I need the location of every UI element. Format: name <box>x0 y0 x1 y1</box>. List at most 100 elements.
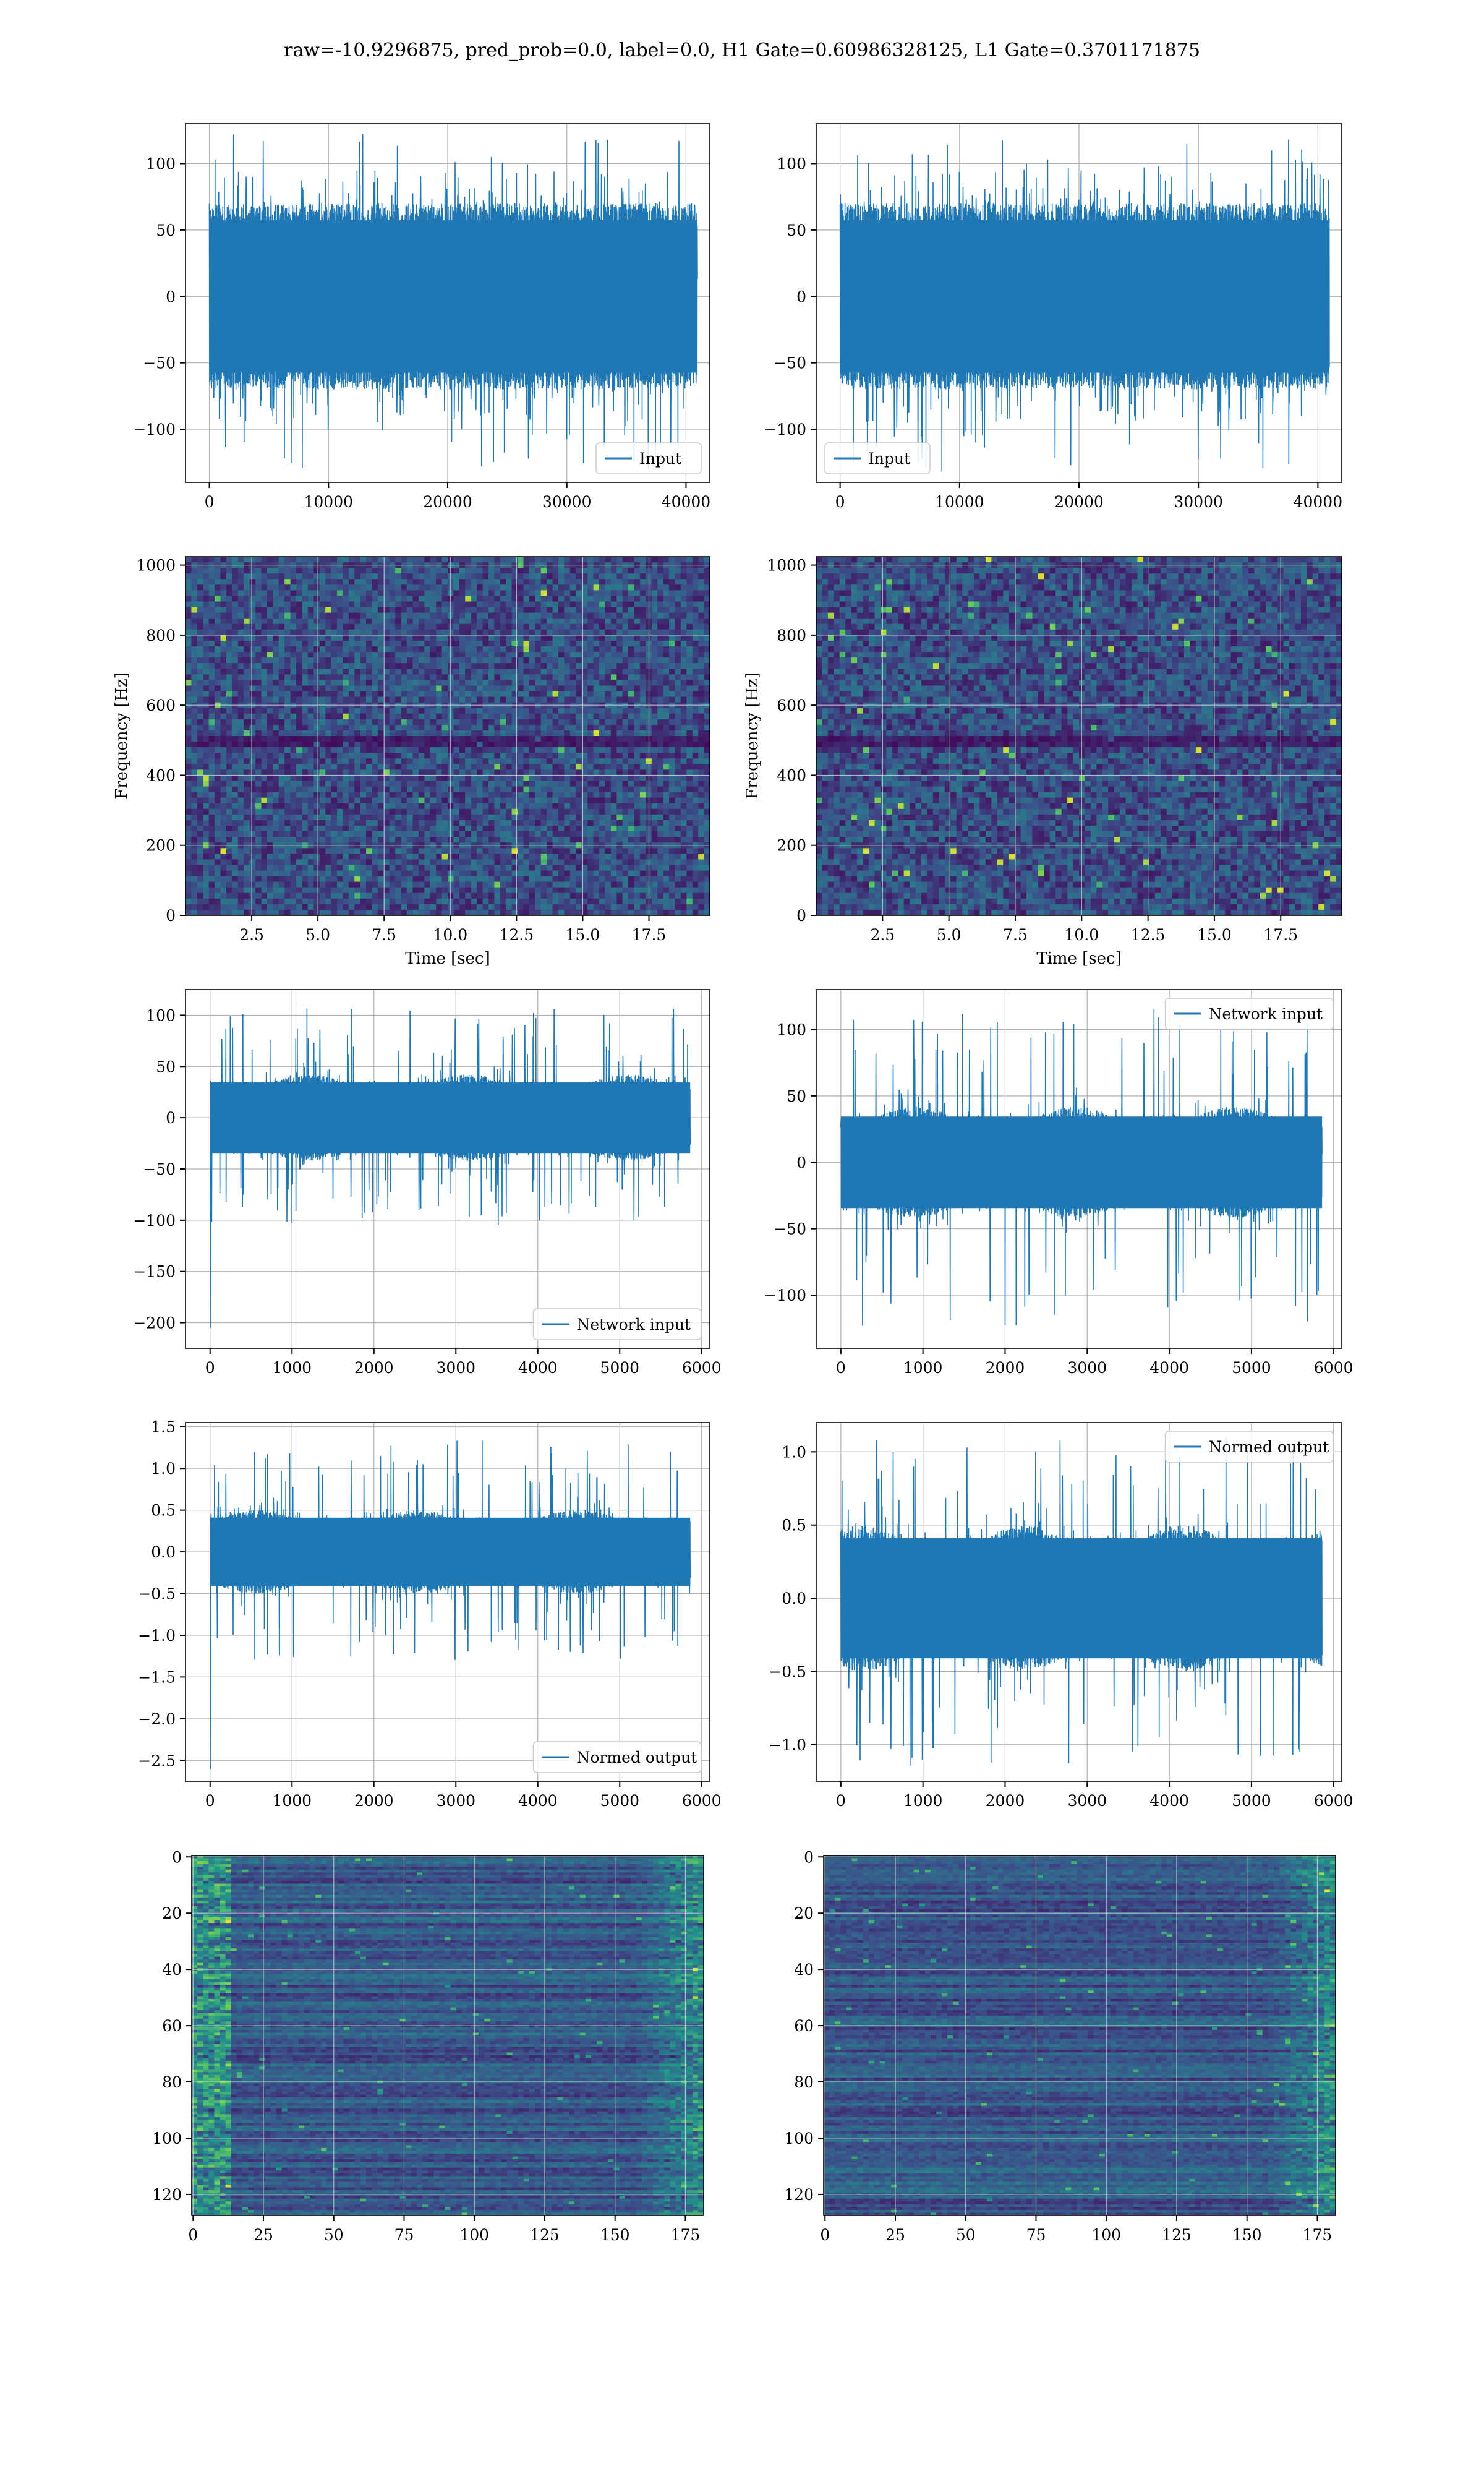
heatmap-cell <box>343 579 349 585</box>
heatmap-cell <box>511 607 518 614</box>
heatmap-cell <box>680 646 687 653</box>
heatmap-cell <box>639 747 646 753</box>
heatmap-cell <box>518 618 524 625</box>
heatmap-cell <box>511 775 518 782</box>
heatmap-cell <box>336 775 343 782</box>
heatmap-cell <box>686 618 693 625</box>
heatmap-cell <box>267 708 273 714</box>
heatmap-cell <box>564 753 571 759</box>
heatmap-cell <box>273 719 279 726</box>
heatmap-cell <box>605 814 612 821</box>
heatmap-cell <box>441 854 448 860</box>
heatmap-cell <box>564 758 571 764</box>
heatmap-cell <box>343 623 349 630</box>
heatmap-cell <box>482 831 489 837</box>
heatmap-cell <box>453 584 460 591</box>
heatmap-cell <box>500 691 506 698</box>
heatmap-cell <box>296 837 303 843</box>
heatmap-cell <box>302 753 309 759</box>
heatmap-cell <box>383 859 390 866</box>
heatmap-cell <box>360 820 367 826</box>
heatmap-cell <box>226 612 232 619</box>
heatmap-cell <box>290 775 297 782</box>
heatmap-cell <box>197 623 203 630</box>
heatmap-cell <box>669 797 676 804</box>
heatmap-cell <box>471 826 477 832</box>
heatmap-cell <box>232 601 239 608</box>
heatmap-cell <box>186 742 192 748</box>
heatmap-cell <box>278 758 285 764</box>
heatmap-cell <box>296 730 303 737</box>
heatmap-cell <box>704 623 710 630</box>
heatmap-cell <box>465 786 472 793</box>
heatmap-cell <box>220 859 227 866</box>
heatmap-cell <box>215 623 221 630</box>
heatmap-cell <box>325 579 332 585</box>
heatmap-cell <box>669 674 676 680</box>
heatmap-cell <box>412 623 419 630</box>
heatmap-cell <box>307 786 314 793</box>
heatmap-cell <box>186 730 192 737</box>
heatmap-cell <box>587 848 594 854</box>
heatmap-cell <box>244 663 250 669</box>
heatmap-cell <box>511 557 518 563</box>
heatmap-cell <box>208 680 215 687</box>
heatmap-cell <box>186 618 192 625</box>
heatmap-cell <box>354 618 361 625</box>
heatmap-cell <box>518 685 524 692</box>
heatmap-cell <box>518 657 524 664</box>
heatmap-cell <box>523 612 530 619</box>
heatmap-cell <box>430 629 437 636</box>
heatmap-cell <box>436 601 443 608</box>
heatmap-cell <box>535 797 542 804</box>
heatmap-cell <box>186 674 192 680</box>
heatmap-cell <box>651 713 658 720</box>
heatmap-cell <box>215 652 221 658</box>
heatmap-cell <box>220 831 227 837</box>
heatmap-cell <box>477 629 484 636</box>
heatmap-cell <box>471 646 477 653</box>
heatmap-cell <box>226 579 232 585</box>
heatmap-cell <box>331 775 338 782</box>
heatmap-cell <box>704 803 710 810</box>
heatmap-cell <box>436 663 443 669</box>
heatmap-cell <box>261 808 268 815</box>
heatmap-cell <box>296 786 303 793</box>
heatmap-cell <box>663 596 670 602</box>
heatmap-cell <box>401 568 407 574</box>
heatmap-cell <box>348 786 355 793</box>
heatmap-cell <box>249 803 256 810</box>
heatmap-cell <box>599 640 605 647</box>
heatmap-cell <box>226 669 232 675</box>
heatmap-cell <box>453 730 460 737</box>
heatmap-cell <box>448 775 454 782</box>
heatmap-cell <box>453 837 460 843</box>
heatmap-cell <box>377 775 384 782</box>
heatmap-cell <box>511 646 518 653</box>
heatmap-cell <box>244 573 250 580</box>
heatmap-cell <box>197 674 203 680</box>
heatmap-cell <box>669 775 676 782</box>
heatmap-cell <box>220 646 227 653</box>
heatmap-cell <box>197 713 203 720</box>
heatmap-cell <box>628 612 635 619</box>
heatmap-cell <box>197 848 203 854</box>
heatmap-cell <box>401 713 407 720</box>
heatmap-cell <box>302 663 309 669</box>
heatmap-cell <box>430 736 437 742</box>
heatmap-cell <box>494 854 501 860</box>
heatmap-cell <box>459 629 466 636</box>
heatmap-cell <box>535 775 542 782</box>
heatmap-cell <box>639 640 646 647</box>
heatmap-cell <box>610 831 617 837</box>
heatmap-cell <box>547 719 553 726</box>
heatmap-cell <box>313 646 320 653</box>
heatmap-cell <box>407 635 414 641</box>
heatmap-cell <box>343 854 349 860</box>
heatmap-cell <box>634 607 641 614</box>
heatmap-cell <box>610 680 617 687</box>
heatmap-cell <box>552 713 559 720</box>
heatmap-cell <box>628 696 635 703</box>
heatmap-cell <box>651 601 658 608</box>
heatmap-cell <box>366 831 373 837</box>
